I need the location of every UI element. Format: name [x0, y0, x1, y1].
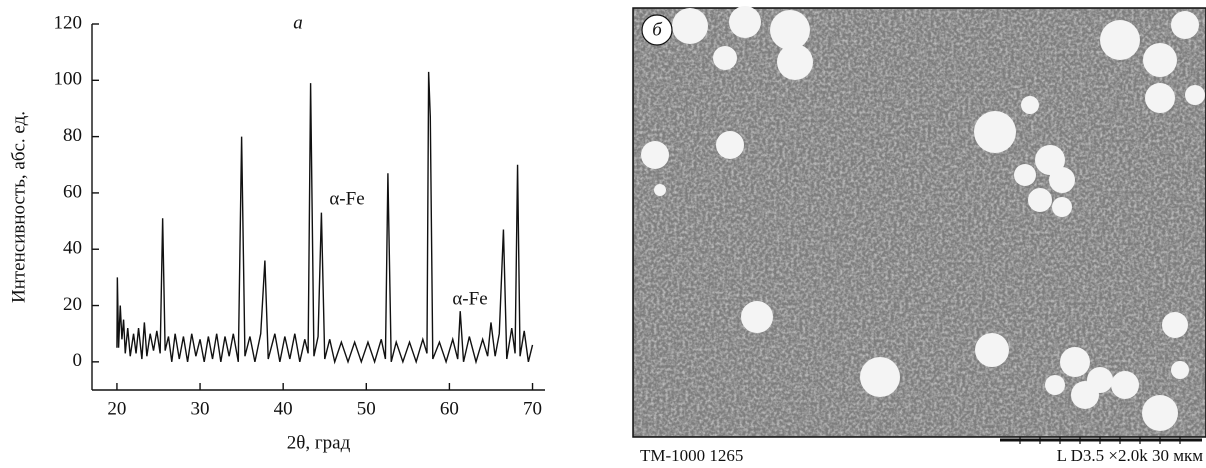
chart-title: а — [293, 12, 303, 33]
y-tick-label: 120 — [54, 12, 83, 33]
annotation: α-Fe — [329, 188, 364, 209]
scale-bar-ticks — [1019, 437, 1181, 444]
x-tick-label: 20 — [107, 398, 126, 419]
xrd-chart: 0 20 40 60 80 100 120 20 30 40 50 60 70 а 2θ, град Инте… — [8, 12, 545, 453]
settings-label: L D3.5 ×2.0k 30 мкм — [1057, 446, 1204, 465]
y-tick-label: 0 — [73, 350, 83, 371]
panel-label-badge — [641, 14, 673, 46]
y-tick-label: 100 — [54, 69, 83, 90]
y-tick-label: 20 — [63, 294, 82, 315]
sem-texture — [634, 9, 1205, 436]
x-tick-label: 50 — [357, 398, 376, 419]
sem-image: б TM-1000 1265 L D3.5 ×2.0k 30 мкм — [632, 6, 1206, 465]
data-line — [116, 71, 534, 365]
y-tick-label: 40 — [63, 238, 82, 259]
x-tick-label: 40 — [274, 398, 293, 419]
particles — [641, 6, 1205, 431]
y-axis-label: Интенсивность, абс. ед. — [8, 111, 29, 303]
panel-label: б — [652, 19, 663, 40]
x-tick-label: 60 — [440, 398, 459, 419]
x-tick-label: 30 — [191, 398, 210, 419]
x-tick-label: 70 — [523, 398, 542, 419]
x-axis-label: 2θ, град — [287, 432, 351, 453]
y-tick-label: 60 — [63, 181, 82, 202]
y-tick-label: 80 — [63, 125, 82, 146]
annotation: α-Fe — [452, 288, 487, 309]
instrument-label: TM-1000 1265 — [640, 446, 743, 465]
